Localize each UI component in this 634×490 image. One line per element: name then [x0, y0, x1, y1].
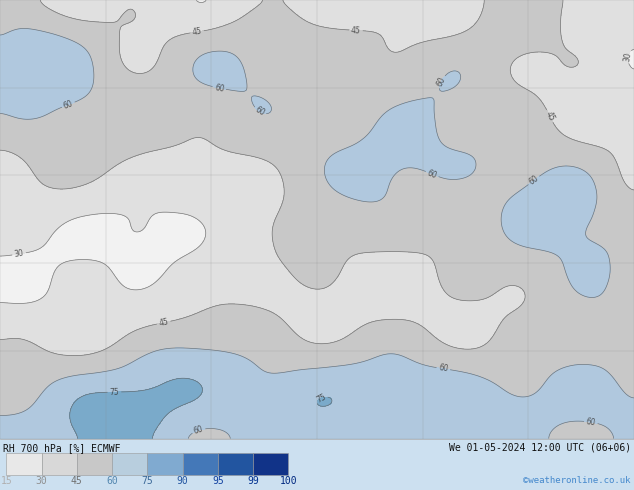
Text: 60: 60: [107, 476, 118, 486]
Bar: [6, 453, 42, 474]
Text: 45: 45: [191, 26, 202, 37]
Bar: [218, 453, 253, 474]
Text: 45: 45: [71, 476, 83, 486]
Text: 100: 100: [280, 476, 297, 486]
Text: 60: 60: [585, 417, 597, 427]
Bar: [112, 453, 147, 474]
Bar: [183, 453, 218, 474]
Bar: [253, 453, 288, 474]
Text: 60: 60: [214, 83, 225, 94]
Text: 30: 30: [36, 476, 48, 486]
Text: 60: 60: [62, 98, 75, 111]
Text: 15: 15: [1, 476, 12, 486]
Text: 75: 75: [110, 388, 119, 397]
Text: 95: 95: [212, 476, 224, 486]
Text: 45: 45: [158, 317, 169, 328]
Text: 99: 99: [247, 476, 259, 486]
Text: 60: 60: [436, 75, 448, 88]
Text: 60: 60: [253, 105, 266, 118]
Text: 90: 90: [177, 476, 188, 486]
Text: 45: 45: [543, 110, 556, 122]
Text: 60: 60: [193, 424, 205, 436]
Text: 45: 45: [351, 25, 361, 35]
Text: 75: 75: [141, 476, 153, 486]
Bar: [77, 453, 112, 474]
Text: ©weatheronline.co.uk: ©weatheronline.co.uk: [523, 476, 631, 485]
Text: 60: 60: [426, 168, 438, 180]
Text: 30: 30: [623, 51, 633, 62]
Text: We 01-05-2024 12:00 UTC (06+06): We 01-05-2024 12:00 UTC (06+06): [449, 442, 631, 453]
Text: 60: 60: [438, 364, 449, 374]
Text: RH 700 hPa [%] ECMWF: RH 700 hPa [%] ECMWF: [3, 442, 120, 453]
Text: 60: 60: [527, 174, 541, 187]
Bar: [147, 453, 183, 474]
Text: 30: 30: [13, 249, 25, 259]
Text: 75: 75: [314, 392, 327, 404]
Bar: [42, 453, 77, 474]
